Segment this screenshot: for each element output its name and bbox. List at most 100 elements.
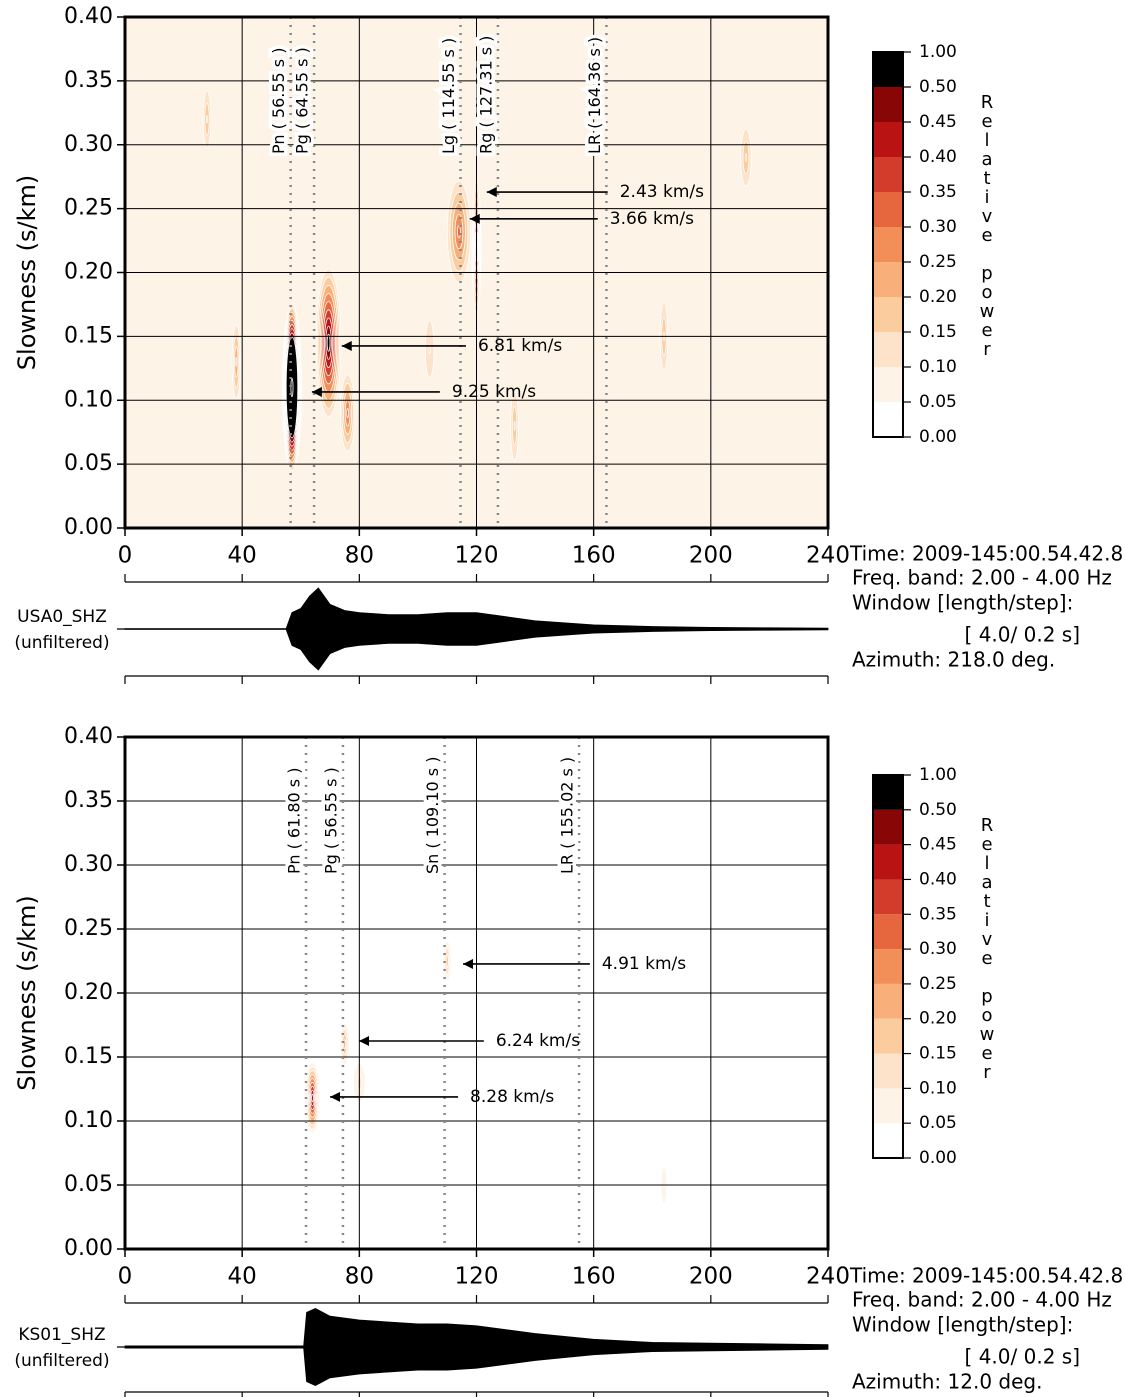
info-text: Window [length/step]: [852,1313,1073,1337]
y-tick-label: 0.30 [64,852,113,877]
info-text: Freq. band: 2.00 - 4.00 Hz [852,1288,1112,1312]
colorbar-tick-label: 0.40 [919,869,957,889]
colorbar-frame [872,51,904,438]
y-tick-label: 0.10 [64,1108,113,1133]
phase-label: Pg ( 64.55 s ) [293,47,312,154]
colorbar-band [873,87,903,122]
y-tick-label: 0.40 [64,4,113,29]
x-tick-label: 240 [806,1264,850,1290]
power-contour [206,114,208,124]
phase-label: Lg ( 114.55 s ) [439,38,458,154]
x-tick-label: 120 [455,1264,499,1290]
colorbar-tick-label: 0.35 [919,182,957,202]
colorbar-tick-label: 0.50 [919,800,957,820]
power-contour [513,420,516,431]
x-tick-label: 0 [118,543,133,569]
phase-label: LR ( 155.02 s ) [558,757,577,874]
colorbar-tick-label: 0.20 [919,287,957,307]
y-axis-label: Slowness (s/km) [13,175,41,370]
trace-envelope [124,1308,829,1386]
phase-label: Pn ( 61.80 s ) [285,768,304,874]
colorbar-band [873,914,903,950]
y-tick-label: 0.35 [64,788,113,813]
info-text: [ 4.0/ 0.2 s] [965,1345,1080,1369]
colorbar-band [873,332,903,367]
colorbar-band [873,1053,903,1089]
colorbar-band [873,879,903,915]
y-tick-label: 0.00 [64,515,113,540]
trace-note: (unfiltered) [14,1351,109,1371]
phase-label: Pg ( 56.55 s ) [321,767,340,874]
colorbar-band [873,844,903,880]
colorbar-tick-label: 0.15 [919,322,957,342]
colorbar-band [873,775,903,810]
x-tick-label: 240 [806,543,850,569]
colorbar-band [873,983,903,1019]
power-contour [290,377,294,398]
info-text: [ 4.0/ 0.2 s] [965,623,1080,647]
velocity-label: 3.66 km/s [610,209,694,229]
power-contour [311,1093,314,1103]
colorbar-tick-label: 0.15 [919,1044,957,1064]
info-text: Time: 2009-145:00.54.42.8 [849,542,1123,566]
trace-note: (unfiltered) [14,633,109,653]
trace-station: USA0_SHZ [17,607,107,627]
y-tick-label: 0.05 [64,451,113,476]
power-contour [744,153,748,162]
x-tick-label: 40 [228,543,257,569]
colorbar-band [873,297,903,332]
colorbar-band [873,1018,903,1054]
colorbar-tick-label: 0.25 [919,974,957,994]
colorbar-band [873,227,903,262]
colorbar-band [873,192,903,227]
colorbar-tick-label: 0.40 [919,147,957,167]
colorbar-tick-label: 0.05 [919,392,957,412]
y-tick-label: 0.40 [64,724,113,749]
x-tick-label: 80 [345,543,374,569]
colorbar-tick-label: 0.00 [919,1148,957,1168]
plot-frame [123,735,830,1251]
y-tick-label: 0.30 [64,132,113,157]
power-contour [428,344,431,355]
x-tick-label: 80 [345,1264,374,1290]
info-text: Time: 2009-145:00.54.42.8 [849,1264,1123,1288]
colorbar-label: Relative power [977,92,998,358]
y-tick-label: 0.20 [64,260,113,285]
colorbar-tick-label: 1.00 [919,765,957,785]
phase-label: Pn ( 56.55 s ) [269,48,288,154]
y-tick-label: 0.35 [64,68,113,93]
phase-label: LR ( 164.36 s ) [585,37,604,154]
colorbar-band [873,402,903,437]
colorbar-tick-label: 0.30 [919,939,957,959]
velocity-label: 2.43 km/s [620,182,704,202]
colorbar-tick-label: 0.25 [919,252,957,272]
colorbar-band [873,1123,903,1158]
power-contour [235,356,238,367]
y-tick-label: 0.15 [64,1044,113,1069]
x-tick-label: 160 [572,1264,616,1290]
trace-station: KS01_SHZ [18,1325,105,1345]
phase-label: Sn ( 109.10 s ) [423,757,442,874]
colorbar-frame [872,774,904,1159]
colorbar-band [873,367,903,402]
colorbar-band [873,262,903,297]
power-contour [445,954,449,968]
colorbar-band [873,1088,903,1124]
velocity-label: 6.24 km/s [496,1031,580,1051]
colorbar-tick-label: 0.00 [919,427,957,447]
power-contour [326,333,331,352]
info-text: Window [length/step]: [852,591,1073,615]
colorbar-band [873,122,903,157]
power-contour [346,408,349,419]
colorbar-tick-label: 0.20 [919,1009,957,1029]
colorbar-band [873,52,903,87]
colorbar-tick-label: 1.00 [919,42,957,62]
y-tick-label: 0.15 [64,323,113,348]
x-tick-label: 160 [572,543,616,569]
x-tick-label: 120 [455,543,499,569]
y-tick-label: 0.25 [64,916,113,941]
x-tick-label: 40 [228,1264,257,1290]
colorbar-band [873,809,903,845]
y-tick-label: 0.10 [64,387,113,412]
phase-label: Rg ( 127.31 s ) [476,36,495,154]
